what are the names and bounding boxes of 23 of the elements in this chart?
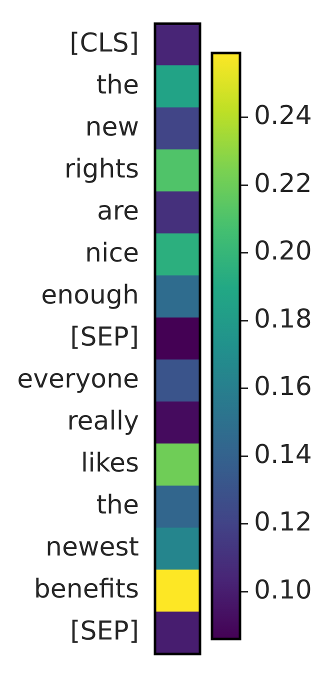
y-tick-label: likes (80, 448, 139, 479)
color-bar-label: 0.14 (254, 440, 312, 470)
y-tick-label: new (85, 112, 139, 142)
color-bar-label: 0.24 (254, 101, 312, 132)
y-tick-label: the (96, 490, 139, 521)
color-bar-label: 0.18 (254, 304, 312, 334)
y-tick-label: newest (46, 532, 139, 563)
color-bar-label: 0.20 (254, 236, 312, 267)
y-tick-label: rights (64, 154, 139, 184)
y-tick-label: [SEP] (70, 616, 139, 647)
y-tick-label: nice (85, 238, 139, 268)
y-tick-label: are (96, 196, 139, 226)
y-tick-label: everyone (17, 364, 139, 395)
color-bar-label: 0.22 (254, 168, 312, 199)
color-bar-label: 0.16 (254, 372, 312, 402)
color-bar-label: 0.10 (254, 575, 312, 606)
y-tick-label: really (67, 406, 139, 437)
y-tick-label: [CLS] (70, 28, 139, 58)
color-bar-label: 0.12 (254, 508, 312, 538)
y-tick-label: the (96, 70, 139, 100)
y-tick-label: [SEP] (70, 322, 139, 353)
y-tick-label: benefits (34, 574, 139, 605)
y-tick-label: enough (41, 280, 139, 311)
